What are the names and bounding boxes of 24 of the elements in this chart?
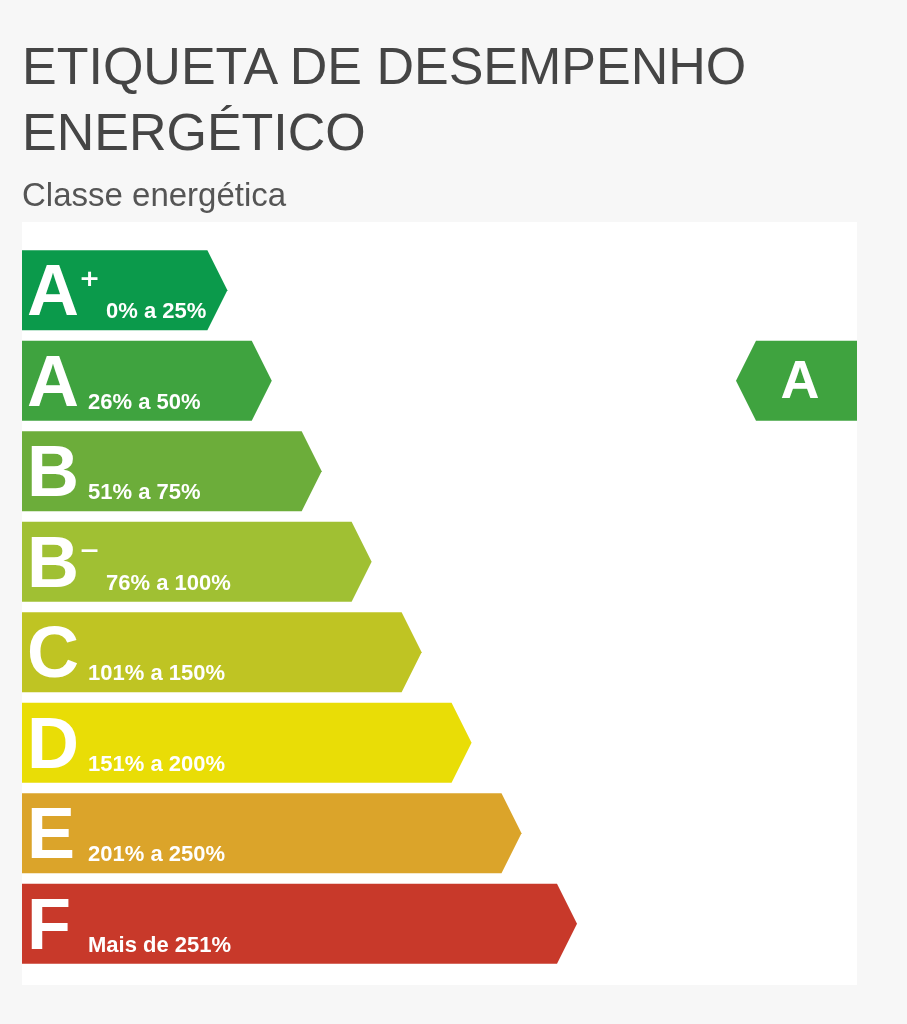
bar bbox=[22, 702, 472, 783]
y-tick-label: B bbox=[27, 431, 79, 512]
y-tick-label: C bbox=[27, 612, 79, 693]
y-tick-label: D bbox=[27, 702, 79, 783]
y-tick-label: A⁺ bbox=[27, 250, 101, 331]
chart-subtitle: Classe energética bbox=[22, 175, 287, 215]
bar bbox=[22, 612, 422, 693]
annotation: 0% a 25% bbox=[106, 298, 207, 324]
annotation: 151% a 200% bbox=[88, 750, 225, 776]
annotation: 51% a 75% bbox=[88, 479, 201, 505]
annotation: 101% a 150% bbox=[88, 660, 225, 686]
annotation: 26% a 50% bbox=[88, 388, 201, 414]
chart-title: ETIQUETA DE DESEMPENHO ENERGÉTICO bbox=[22, 36, 748, 163]
y-tick-label: B⁻ bbox=[27, 521, 101, 602]
annotation: 76% a 100% bbox=[106, 569, 231, 595]
bar bbox=[22, 793, 522, 874]
text: A bbox=[780, 348, 820, 409]
bar bbox=[22, 883, 577, 964]
annotation: 201% a 250% bbox=[88, 841, 225, 867]
annotation: Mais de 251% bbox=[88, 931, 232, 957]
y-tick-label: F bbox=[27, 883, 71, 964]
bar bbox=[22, 521, 372, 602]
y-tick-label: E bbox=[27, 793, 76, 874]
y-tick-label: A bbox=[27, 340, 79, 421]
